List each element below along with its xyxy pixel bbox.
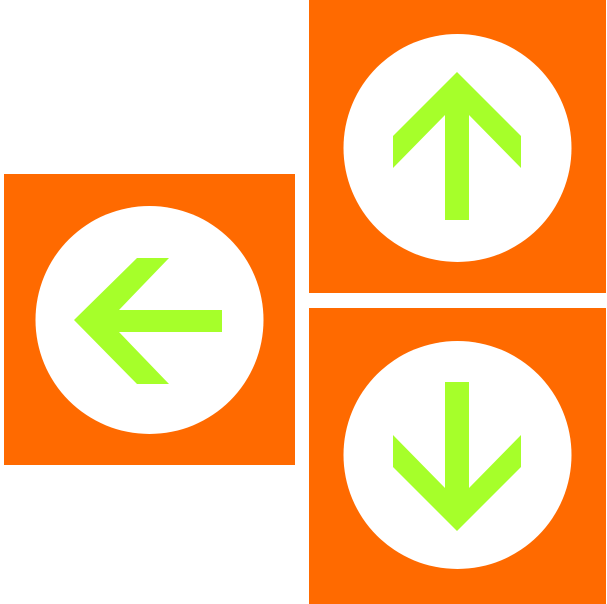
up-arrow-tile[interactable] [309,0,606,293]
down-arrow-tile[interactable] [309,308,606,604]
left-arrow-tile[interactable] [4,174,295,465]
arrow-down-icon [309,308,606,604]
arrow-up-icon [309,0,606,293]
arrow-left-icon [4,174,295,465]
